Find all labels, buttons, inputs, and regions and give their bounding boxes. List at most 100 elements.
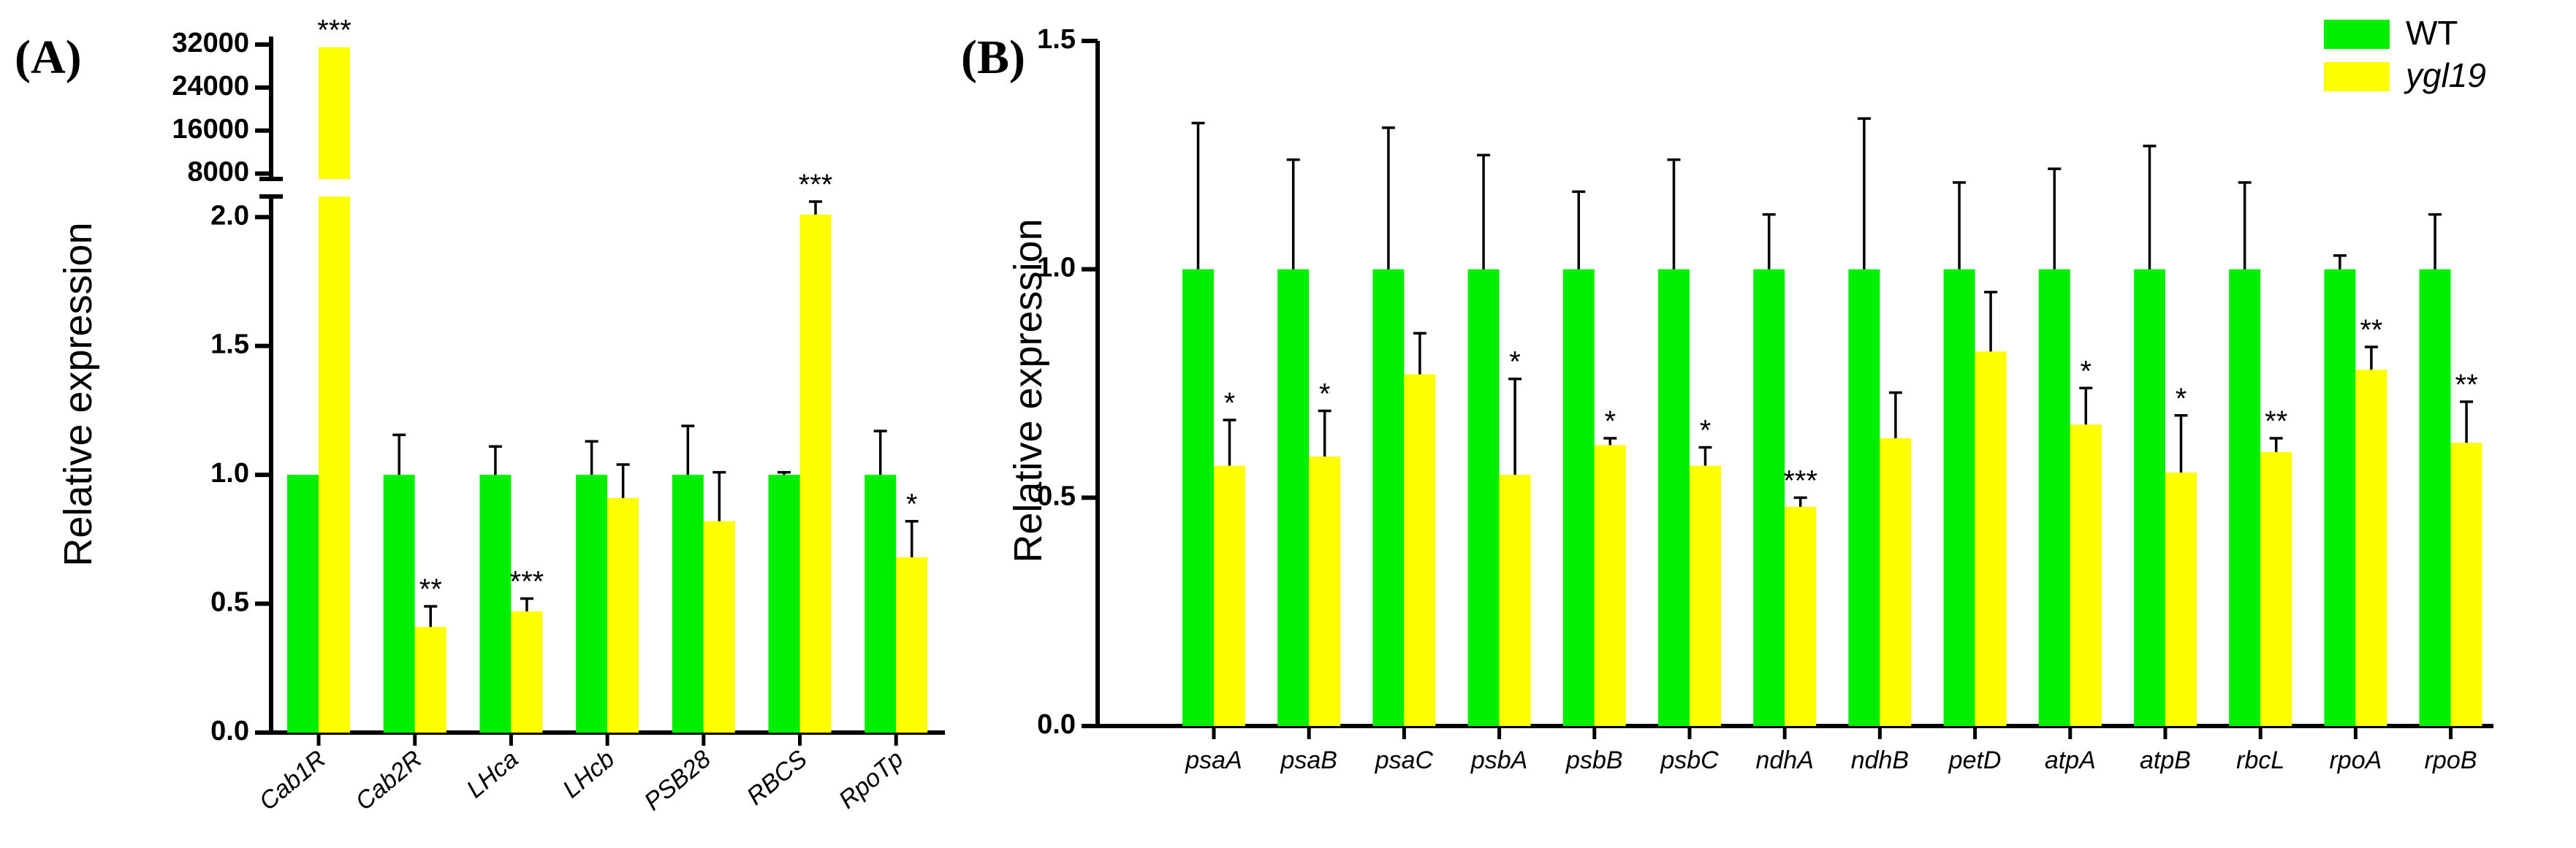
- bar: [1880, 438, 1912, 726]
- x-tick-label: psbB: [1565, 746, 1623, 774]
- y-tick-label: 1.0: [1037, 253, 1076, 283]
- legend-swatch: [2324, 20, 2390, 49]
- x-tick-label: PSB28: [639, 745, 716, 816]
- error-bar: [905, 519, 919, 558]
- error-bar: [488, 445, 502, 475]
- bar: [319, 196, 350, 733]
- error-bar: [778, 470, 791, 475]
- bar: [2134, 269, 2165, 727]
- error-bar: [1508, 377, 1522, 475]
- y-tick-label: 0.0: [1037, 709, 1076, 740]
- bar: [2165, 472, 2197, 726]
- significance-label: *: [1700, 415, 1711, 447]
- error-bar: [1413, 332, 1426, 375]
- y-tick-label: 1.0: [210, 458, 249, 489]
- y-tick-label: 24000: [172, 71, 249, 102]
- y-tick-label: 0.5: [1037, 481, 1076, 511]
- y-axis-label: Relative expression: [1006, 218, 1050, 562]
- error-bar: [1793, 496, 1807, 507]
- x-tick-label: ndhA: [1755, 746, 1813, 774]
- bar: [607, 497, 639, 733]
- bar: [1753, 269, 1785, 727]
- bar: [1848, 269, 1880, 727]
- x-tick-label: LHca: [461, 745, 523, 803]
- bar: [1943, 269, 1975, 727]
- y-tick-label: 32000: [172, 28, 249, 58]
- x-tick-label: psaB: [1280, 746, 1337, 774]
- bar: [1594, 445, 1626, 726]
- error-bar: [2143, 145, 2157, 270]
- bar: [1277, 269, 1310, 727]
- bar: [1404, 374, 1436, 726]
- error-bar: [520, 597, 533, 612]
- x-tick-label: atpA: [2045, 746, 2096, 774]
- error-bar: [392, 433, 406, 475]
- error-bar: [2364, 345, 2378, 370]
- x-tick-label: rpoA: [2329, 746, 2382, 774]
- significance-label: **: [2265, 405, 2287, 438]
- y-axis-label: Relative expression: [56, 222, 100, 566]
- error-bar: [1603, 437, 1617, 446]
- significance-label: ***: [317, 15, 352, 47]
- x-tick-label: Cab2R: [350, 745, 428, 816]
- error-bar: [1572, 190, 1586, 270]
- x-tick-label: rbcL: [2236, 746, 2284, 774]
- y-tick-label: 8000: [187, 157, 249, 188]
- bar: [768, 475, 800, 733]
- significance-label: *: [1224, 387, 1236, 419]
- significance-label: **: [419, 573, 442, 606]
- significance-label: ***: [510, 566, 544, 598]
- error-bar: [1223, 419, 1236, 466]
- bar: [414, 627, 447, 733]
- error-bar: [616, 463, 630, 498]
- error-bar: [681, 424, 695, 475]
- legend-label: WT: [2406, 14, 2458, 52]
- bar: [672, 475, 704, 733]
- x-tick-label: psbA: [1470, 746, 1528, 774]
- error-bar: [1191, 121, 1205, 270]
- significance-label: *: [2176, 383, 2187, 415]
- error-bar: [1953, 181, 1967, 270]
- error-bar: [1984, 291, 1998, 352]
- x-tick-label: rpoB: [2425, 746, 2477, 774]
- error-bar: [2238, 181, 2252, 270]
- error-bar: [809, 200, 822, 215]
- error-bar: [2269, 437, 2283, 452]
- x-tick-label: RpoTp: [834, 745, 909, 814]
- x-tick-label: ndhB: [1851, 746, 1909, 774]
- significance-label: **: [2455, 369, 2478, 401]
- error-bar: [424, 605, 438, 627]
- error-bar: [1286, 158, 1300, 270]
- significance-label: **: [2360, 314, 2382, 346]
- bar: [287, 475, 319, 733]
- bar: [1690, 465, 1721, 726]
- bar: [2038, 269, 2070, 727]
- error-bar: [1857, 117, 1871, 270]
- y-tick-label: 0.5: [210, 587, 249, 618]
- bar: [479, 475, 512, 733]
- panel-label: (B): [961, 31, 1025, 84]
- significance-label: *: [1509, 346, 1521, 378]
- bar: [2419, 269, 2451, 727]
- error-bar: [1667, 158, 1681, 270]
- bar: [2229, 269, 2261, 727]
- significance-label: *: [1605, 405, 1616, 438]
- error-bar: [585, 440, 599, 475]
- bar: [2355, 370, 2387, 726]
- x-tick-label: RBCS: [742, 745, 813, 811]
- error-bar: [1762, 213, 1776, 270]
- error-bar: [713, 470, 726, 522]
- bar: [1785, 506, 1817, 726]
- y-tick-label: 2.0: [210, 200, 249, 231]
- error-bar: [1698, 446, 1712, 466]
- x-tick-label: Cab1R: [254, 745, 332, 816]
- bar: [1499, 475, 1531, 726]
- bar: [896, 557, 928, 733]
- bar: [2070, 424, 2102, 726]
- bar: [1467, 269, 1500, 727]
- bar: [1182, 269, 1214, 727]
- bar: [1562, 269, 1595, 727]
- bar: [2324, 269, 2356, 727]
- error-bar: [1477, 153, 1491, 270]
